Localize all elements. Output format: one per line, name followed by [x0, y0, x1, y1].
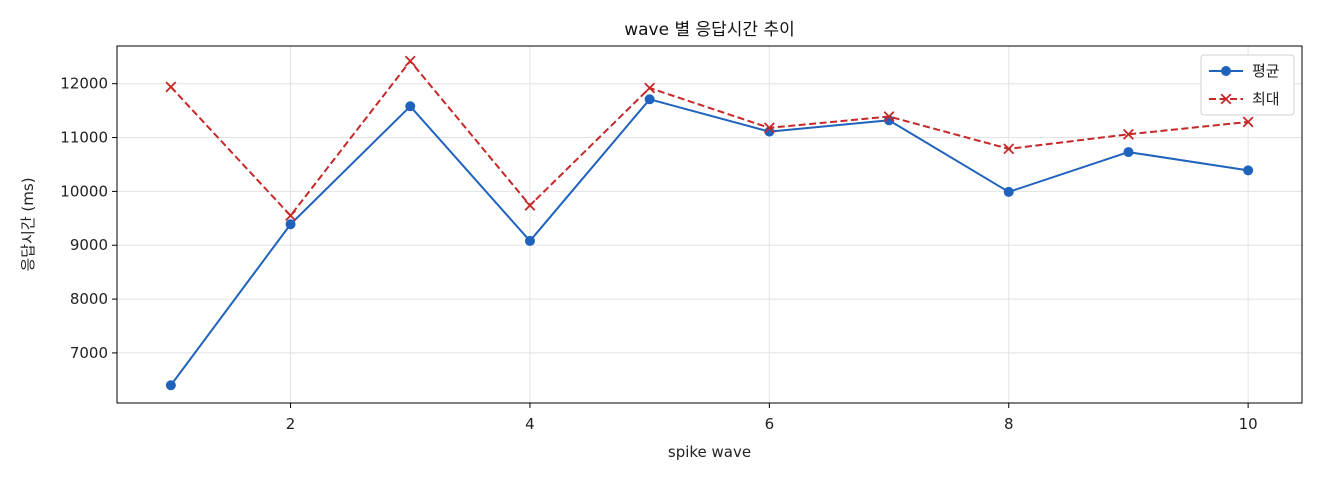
legend-marker	[1221, 66, 1231, 76]
series-line	[170, 60, 1249, 217]
y-tick-label: 9000	[70, 236, 108, 254]
legend-label: 최대	[1252, 90, 1280, 108]
data-point	[1003, 143, 1015, 155]
series-2	[165, 55, 1254, 222]
plot-area	[116, 45, 1303, 404]
data-point	[524, 235, 535, 246]
data-point	[644, 94, 655, 105]
data-point	[883, 111, 895, 122]
data-point	[1123, 147, 1134, 158]
legend-marker	[1220, 93, 1232, 105]
x-tick-label: 10	[1239, 415, 1258, 433]
x-tick-label: 2	[286, 415, 296, 433]
data-point	[763, 122, 775, 134]
axis-ticks: 2 4 6 8 10 7000 8000 9000 10000 11000 12000	[60, 75, 1257, 433]
y-tick-label: 7000	[70, 344, 108, 362]
x-tick-label: 4	[525, 415, 535, 433]
legend-item: 최대	[1209, 90, 1280, 108]
x-axis-label: spike wave	[668, 443, 751, 461]
y-tick-label: 11000	[60, 129, 108, 147]
y-axis-label: 응답시간 (ms)	[19, 177, 37, 271]
data-point	[1243, 165, 1254, 176]
data-point	[165, 81, 177, 93]
legend-box	[1200, 54, 1295, 116]
y-tick-label: 10000	[60, 182, 108, 200]
data-point	[405, 101, 416, 112]
data-point	[165, 380, 176, 391]
y-tick-label: 12000	[60, 75, 108, 93]
data-point	[285, 210, 296, 222]
y-tick-label: 8000	[70, 290, 108, 308]
series-line	[170, 98, 1249, 386]
series-group	[165, 55, 1254, 391]
x-tick-label: 6	[765, 415, 775, 433]
chart-title: wave 별 응답시간 추이	[624, 20, 795, 40]
series-1	[165, 94, 1254, 391]
x-tick-label: 8	[1004, 415, 1014, 433]
legend-item: 평균	[1209, 62, 1280, 80]
data-point	[644, 82, 656, 94]
legend-label: 평균	[1252, 62, 1280, 80]
data-point	[1242, 116, 1254, 128]
data-point	[285, 219, 296, 230]
data-point	[404, 55, 416, 67]
data-point	[524, 199, 536, 211]
data-point	[1003, 186, 1014, 197]
data-point	[1123, 128, 1134, 140]
